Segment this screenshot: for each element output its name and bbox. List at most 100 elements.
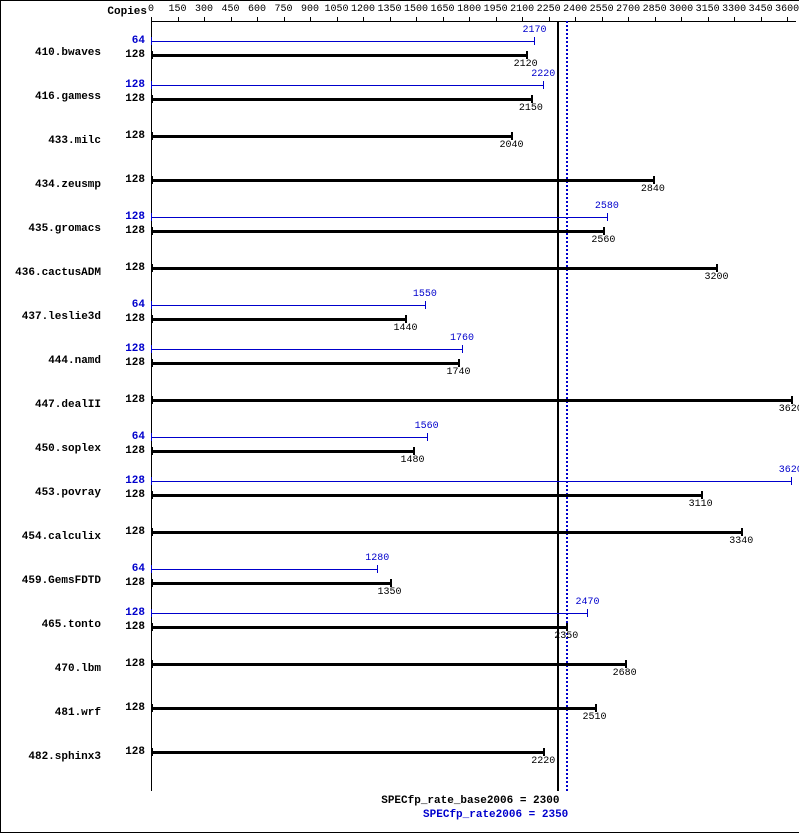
bar-value-label: 3620 [779,465,799,476]
bar-line [151,179,653,182]
benchmark-name: 433.milc [1,135,101,147]
bar-value-label: 2680 [613,668,637,679]
x-tick [178,17,179,21]
bar-value-label: 1280 [365,553,389,564]
copies-label: 128 [125,262,145,274]
x-tick-label: 1800 [457,4,481,15]
bar-end-cap [526,51,528,59]
bar-value-label: 2350 [554,631,578,642]
bar-value-label: 2220 [531,69,555,80]
bar-line [151,626,566,629]
x-tick-label: 1950 [484,4,508,15]
bar-value-label: 2170 [522,25,546,36]
x-tick-label: 150 [168,4,186,15]
copies-label: 64 [132,563,145,575]
x-tick [337,17,338,21]
bar-end-cap [427,433,428,441]
bar-value-label: 1740 [446,367,470,378]
reference-line [566,21,568,791]
x-tick-label: 1500 [404,4,428,15]
bar-line [151,230,603,233]
bar-end-cap [741,528,743,536]
benchmark-name: 454.calculix [1,531,101,543]
x-tick-label: 1050 [325,4,349,15]
copies-label: 128 [125,174,145,186]
bar-end-cap [511,132,513,140]
benchmark-name: 436.cactusADM [1,267,101,279]
x-tick [787,17,788,21]
bar-end-cap [534,37,535,45]
bar-end-cap [405,315,407,323]
x-tick [496,17,497,21]
bar-line [151,494,701,497]
benchmark-name: 465.tonto [1,619,101,631]
bar-end-cap [458,359,460,367]
x-tick [575,17,576,21]
benchmark-name: 470.lbm [1,663,101,675]
copies-label: 128 [125,746,145,758]
copies-label: 128 [125,357,145,369]
x-tick-label: 3300 [722,4,746,15]
x-tick [231,17,232,21]
x-tick [549,17,550,21]
bar-line [151,569,377,570]
x-tick-label: 1200 [351,4,375,15]
bar-value-label: 1480 [401,455,425,466]
copies-label: 128 [125,607,145,619]
x-tick [708,17,709,21]
copies-label: 128 [125,658,145,670]
bar-line [151,85,543,86]
copies-label: 128 [125,93,145,105]
copies-label: 128 [125,343,145,355]
bar-line [151,362,458,365]
x-tick [443,17,444,21]
bar-value-label: 1560 [415,421,439,432]
bar-end-cap [716,264,718,272]
bar-line [151,217,607,218]
bar-line [151,437,427,438]
x-tick-label: 0 [148,4,154,15]
benchmark-name: 481.wrf [1,707,101,719]
bar-end-cap [791,396,793,404]
copies-label: 128 [125,621,145,633]
bar-end-cap [595,704,597,712]
x-tick [284,17,285,21]
benchmark-name: 450.soplex [1,443,101,455]
bar-line [151,135,511,138]
bar-value-label: 3340 [729,536,753,547]
reference-label: SPECfp_rate2006 = 2350 [423,809,568,821]
benchmark-name: 453.povray [1,487,101,499]
bar-line [151,582,390,585]
bar-end-cap [425,301,426,309]
bar-end-cap [603,227,605,235]
bar-end-cap [587,609,588,617]
bar-end-cap [390,579,392,587]
benchmark-name: 447.dealII [1,399,101,411]
bar-line [151,98,531,101]
bar-line [151,399,791,402]
x-tick [257,17,258,21]
copies-label: 128 [125,475,145,487]
x-tick-label: 2550 [590,4,614,15]
bar-value-label: 2220 [531,756,555,767]
bar-value-label: 2040 [499,140,523,151]
x-tick [310,17,311,21]
bar-value-label: 1550 [413,289,437,300]
bar-line [151,349,462,350]
bar-value-label: 2560 [591,235,615,246]
x-tick [628,17,629,21]
copies-label: 64 [132,431,145,443]
benchmark-name: 416.gamess [1,91,101,103]
copies-label: 128 [125,211,145,223]
copies-label: 128 [125,702,145,714]
bar-end-cap [653,176,655,184]
copies-label: 128 [125,445,145,457]
x-tick-label: 3600 [775,4,799,15]
bar-end-cap [543,81,544,89]
x-tick [363,17,364,21]
x-tick-label: 1650 [431,4,455,15]
copies-label: 128 [125,394,145,406]
x-tick-label: 3150 [696,4,720,15]
x-tick-label: 2250 [537,4,561,15]
benchmark-name: 444.namd [1,355,101,367]
